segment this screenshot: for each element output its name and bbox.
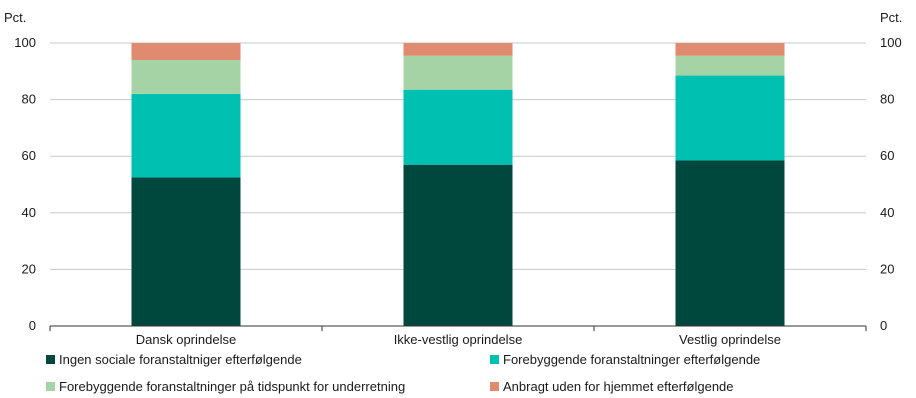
y-unit-right: Pct. — [880, 10, 902, 25]
bar-segment — [131, 43, 241, 60]
legend-label: Ingen sociale foranstaltniger efterfølge… — [59, 352, 302, 367]
bar-segment — [403, 43, 513, 56]
y-tick-label-left: 80 — [22, 92, 36, 107]
stacked-bar-chart: 0 20 40 60 80 100 0 20 40 60 80 100 Dansk oprindel… — [4, 10, 902, 347]
y-tick-label-left: 100 — [14, 35, 36, 50]
x-tick-label: Vestlig oprindelse — [679, 332, 781, 347]
y-tick-label-left: 60 — [22, 148, 36, 163]
bar-segment — [675, 43, 785, 56]
legend: Ingen sociale foranstaltniger efterfølge… — [0, 350, 916, 398]
legend-item: Anbragt uden for hjemmet efterfølgende — [490, 379, 734, 394]
bar-segment — [131, 177, 241, 326]
x-tick-label: Dansk oprindelse — [136, 332, 236, 347]
bar-segment — [131, 93, 241, 178]
y-tick-label-right: 80 — [880, 92, 894, 107]
bar-segment — [675, 55, 785, 76]
bar-segment — [403, 164, 513, 326]
y-tick-label-left: 20 — [22, 261, 36, 276]
y-tick-label-right: 20 — [880, 261, 894, 276]
y-ticks-left: 0 20 40 60 80 100 — [14, 35, 36, 333]
legend-label: Anbragt uden for hjemmet efterfølgende — [503, 379, 734, 394]
bar-segment — [131, 59, 241, 94]
legend-item: Forebyggende foranstaltninger på tidspun… — [46, 379, 405, 394]
y-tick-label-left: 40 — [22, 205, 36, 220]
y-tick-label-right: 40 — [880, 205, 894, 220]
y-tick-label-right: 0 — [880, 318, 887, 333]
x-ticks — [49, 326, 867, 331]
x-tick-label: Ikke-vestlig oprindelse — [394, 332, 523, 347]
legend-swatch — [46, 382, 55, 391]
legend-label: Forebyggende foranstaltninger efterfølge… — [503, 352, 761, 367]
legend-item: Ingen sociale foranstaltniger efterfølge… — [46, 352, 302, 367]
legend-swatch — [490, 382, 499, 391]
bar-segment — [403, 89, 513, 165]
bars — [131, 43, 785, 326]
y-ticks-right: 0 20 40 60 80 100 — [880, 35, 902, 333]
legend-swatch — [46, 355, 55, 364]
legend-swatch — [490, 355, 499, 364]
legend-item: Forebyggende foranstaltninger efterfølge… — [490, 352, 760, 367]
bar-segment — [675, 160, 785, 326]
y-tick-label-right: 60 — [880, 148, 894, 163]
y-unit-left: Pct. — [4, 10, 26, 25]
y-tick-label-right: 100 — [880, 35, 902, 50]
bar-segment — [675, 75, 785, 161]
legend-label: Forebyggende foranstaltninger på tidspun… — [59, 379, 406, 394]
y-tick-label-left: 0 — [29, 318, 36, 333]
bar-segment — [403, 55, 513, 90]
x-tick-labels: Dansk oprindelse Ikke-vestlig oprindelse V… — [136, 332, 781, 347]
